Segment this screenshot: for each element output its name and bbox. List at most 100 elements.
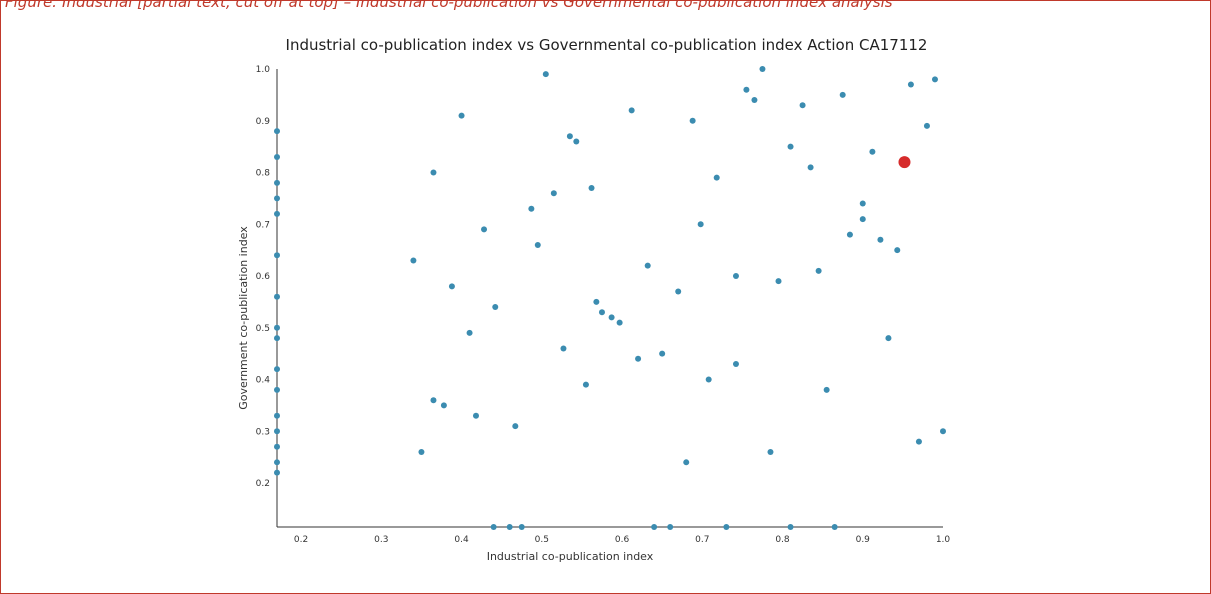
data-point — [651, 524, 658, 530]
y-tick-label: 0.3 — [256, 427, 270, 437]
data-point — [274, 443, 280, 450]
data-point — [430, 397, 437, 404]
data-point — [675, 288, 682, 295]
data-point — [274, 335, 280, 342]
x-tick-label: 0.6 — [615, 535, 630, 545]
data-point — [885, 335, 892, 342]
data-point — [481, 226, 488, 233]
y-tick-label: 0.5 — [256, 324, 270, 334]
data-point — [274, 252, 280, 259]
data-point — [659, 350, 666, 357]
data-point — [713, 174, 720, 181]
data-point — [410, 257, 417, 264]
data-point — [859, 216, 866, 223]
x-tick-label: 1.0 — [936, 535, 951, 545]
data-point — [751, 97, 758, 104]
data-point — [440, 402, 447, 409]
x-tick-label: 0.8 — [775, 535, 790, 545]
data-point — [274, 210, 280, 217]
data-point — [628, 107, 635, 114]
data-point — [274, 153, 280, 160]
data-point — [608, 314, 615, 321]
data-point — [644, 262, 651, 269]
data-point — [635, 355, 642, 362]
data-point — [732, 360, 739, 367]
data-point — [274, 386, 280, 393]
data-point — [274, 366, 280, 373]
data-point — [815, 267, 822, 274]
data-point — [877, 236, 884, 243]
y-tick-label: 0.4 — [256, 376, 271, 386]
data-point — [689, 117, 696, 124]
data-point — [550, 190, 557, 197]
x-tick-label: 0.7 — [695, 535, 709, 545]
data-point — [588, 185, 595, 192]
data-point — [799, 102, 806, 109]
y-tick-label: 0.9 — [256, 117, 271, 127]
data-point — [915, 438, 922, 445]
figure-caption: Figure: Industrial [partial text, cut of… — [5, 0, 893, 11]
data-point — [506, 524, 513, 530]
data-point — [907, 81, 914, 88]
data-point — [490, 524, 497, 530]
data-point — [534, 241, 541, 248]
data-point — [274, 128, 280, 135]
y-axis-label: Government co-publication index — [237, 226, 250, 410]
data-point — [418, 448, 425, 455]
data-point — [472, 412, 479, 419]
data-point — [732, 273, 739, 280]
data-point — [528, 205, 535, 212]
highlighted-data-point — [898, 156, 911, 169]
data-point — [683, 459, 690, 466]
data-point — [787, 524, 794, 530]
data-point — [743, 86, 750, 93]
data-point — [274, 324, 280, 331]
data-point — [859, 200, 866, 207]
data-point — [492, 304, 499, 311]
data-point — [274, 195, 280, 202]
data-point — [697, 221, 704, 228]
y-tick-label: 0.7 — [256, 220, 270, 230]
data-point — [560, 345, 567, 352]
data-point — [940, 428, 946, 435]
data-point — [846, 231, 853, 238]
data-point — [274, 469, 280, 476]
data-point — [787, 143, 794, 150]
x-tick-label: 0.2 — [294, 535, 308, 545]
x-tick-label: 0.3 — [374, 535, 388, 545]
data-point — [566, 133, 573, 140]
data-point — [582, 381, 589, 388]
data-point — [274, 412, 280, 419]
chart-title: Industrial co-publication index vs Gover… — [285, 36, 928, 54]
data-point — [869, 148, 876, 155]
data-point — [807, 164, 814, 171]
data-point — [518, 524, 525, 530]
y-tick-label: 0.8 — [256, 169, 271, 179]
data-point — [512, 423, 519, 430]
x-tick-label: 0.9 — [856, 535, 871, 545]
data-point — [573, 138, 580, 145]
data-point — [593, 298, 600, 305]
x-tick-label: 0.4 — [454, 535, 469, 545]
data-point — [839, 91, 846, 98]
data-point — [894, 247, 901, 254]
data-point — [667, 524, 674, 530]
data-point — [831, 524, 838, 530]
data-point — [705, 376, 712, 383]
x-axis-label: Industrial co-publication index — [487, 550, 654, 563]
y-tick-label: 1.0 — [256, 65, 271, 75]
y-tick-label: 0.6 — [256, 272, 271, 282]
x-tick-label: 0.5 — [535, 535, 549, 545]
data-point — [448, 283, 455, 290]
data-point — [823, 386, 830, 393]
data-point — [458, 112, 465, 119]
data-point — [430, 169, 437, 176]
data-point — [542, 71, 549, 78]
data-point — [767, 448, 774, 455]
data-point — [274, 293, 280, 300]
data-point — [931, 76, 938, 83]
data-point — [923, 122, 930, 129]
data-point — [723, 524, 730, 530]
data-point — [616, 319, 623, 326]
